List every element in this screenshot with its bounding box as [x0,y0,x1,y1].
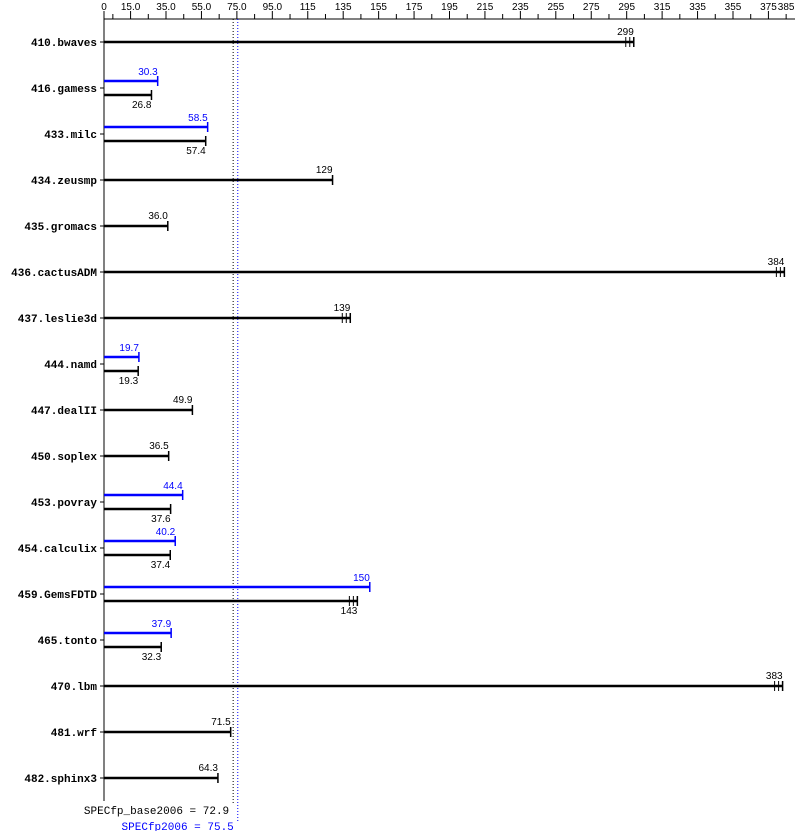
benchmark-label: 450.soplex [31,452,97,464]
benchmark-label: 434.zeusmp [31,176,97,188]
x-tick-label: 385 [778,2,795,13]
x-tick-label: 175 [406,2,423,13]
x-tick-label: 335 [689,2,706,13]
peak-value-label: 30.3 [138,67,158,78]
x-tick-label: 375 [760,2,777,13]
x-tick-label: 15.0 [121,2,141,13]
x-tick-label: 135 [335,2,352,13]
base-value-label: 57.4 [186,146,206,157]
base-value-label: 384 [768,257,785,268]
spec-chart: 0 15.0 35.0 55.0 75.0 95.0 115 135 155 175 195 215 2… [0,0,799,831]
benchmark-label: 465.tonto [38,636,98,648]
benchmark-label: 437.leslie3d [18,314,97,326]
peak-value-label: 19.7 [119,343,139,354]
x-tick-label: 195 [441,2,458,13]
x-tick-label: 295 [618,2,635,13]
peak-summary-label: SPECfp2006 = 75.5 [122,822,234,831]
x-tick-label: 35.0 [156,2,176,13]
benchmark-label: 482.sphinx3 [24,774,97,786]
base-value-label: 129 [316,165,333,176]
peak-value-label: 150 [353,573,370,584]
x-tick-label: 255 [547,2,564,13]
benchmark-label: 447.dealII [31,406,97,418]
x-tick-label: 95.0 [263,2,283,13]
benchmark-label: 433.milc [44,130,97,142]
benchmark-label: 435.gromacs [24,222,97,234]
benchmark-label: 444.namd [44,360,97,372]
benchmark-label: 410.bwaves [31,38,97,50]
base-value-label: 64.3 [198,763,218,774]
base-value-label: 143 [341,606,358,617]
x-tick-label: 75.0 [227,2,247,13]
base-value-label: 139 [334,303,351,314]
base-value-label: 26.8 [132,100,152,111]
x-tick-label: 215 [477,2,494,13]
base-value-label: 71.5 [211,717,231,728]
x-tick-label: 55.0 [192,2,212,13]
benchmark-label: 470.lbm [51,682,98,694]
base-value-label: 49.9 [173,395,193,406]
peak-value-label: 44.4 [163,481,183,492]
benchmark-label: 459.GemsFDTD [18,590,98,602]
x-tick-label: 315 [654,2,671,13]
base-value-label: 37.4 [151,560,171,571]
peak-value-label: 58.5 [188,113,208,124]
x-tick-label: 115 [300,2,316,13]
benchmark-label: 454.calculix [18,544,98,556]
x-tick-label: 235 [512,2,529,13]
benchmark-label: 416.gamess [31,84,97,96]
base-value-label: 36.5 [149,441,169,452]
x-tick-label: 355 [725,2,742,13]
peak-value-label: 40.2 [156,527,176,538]
x-tick-label: 0 [101,2,107,13]
base-value-label: 36.0 [148,211,168,222]
benchmark-label: 453.povray [31,498,97,510]
x-tick-label: 275 [583,2,600,13]
base-value-label: 383 [766,671,783,682]
benchmark-label: 436.cactusADM [11,268,97,280]
base-value-label: 19.3 [119,376,139,387]
base-value-label: 37.6 [151,514,171,525]
peak-value-label: 37.9 [152,619,172,630]
benchmark-label: 481.wrf [51,728,98,740]
base-value-label: 32.3 [142,652,162,663]
x-tick-label: 155 [370,2,387,13]
base-summary-label: SPECfp_base2006 = 72.9 [84,806,229,818]
base-value-label: 299 [617,27,634,38]
chart-bg [0,0,799,831]
